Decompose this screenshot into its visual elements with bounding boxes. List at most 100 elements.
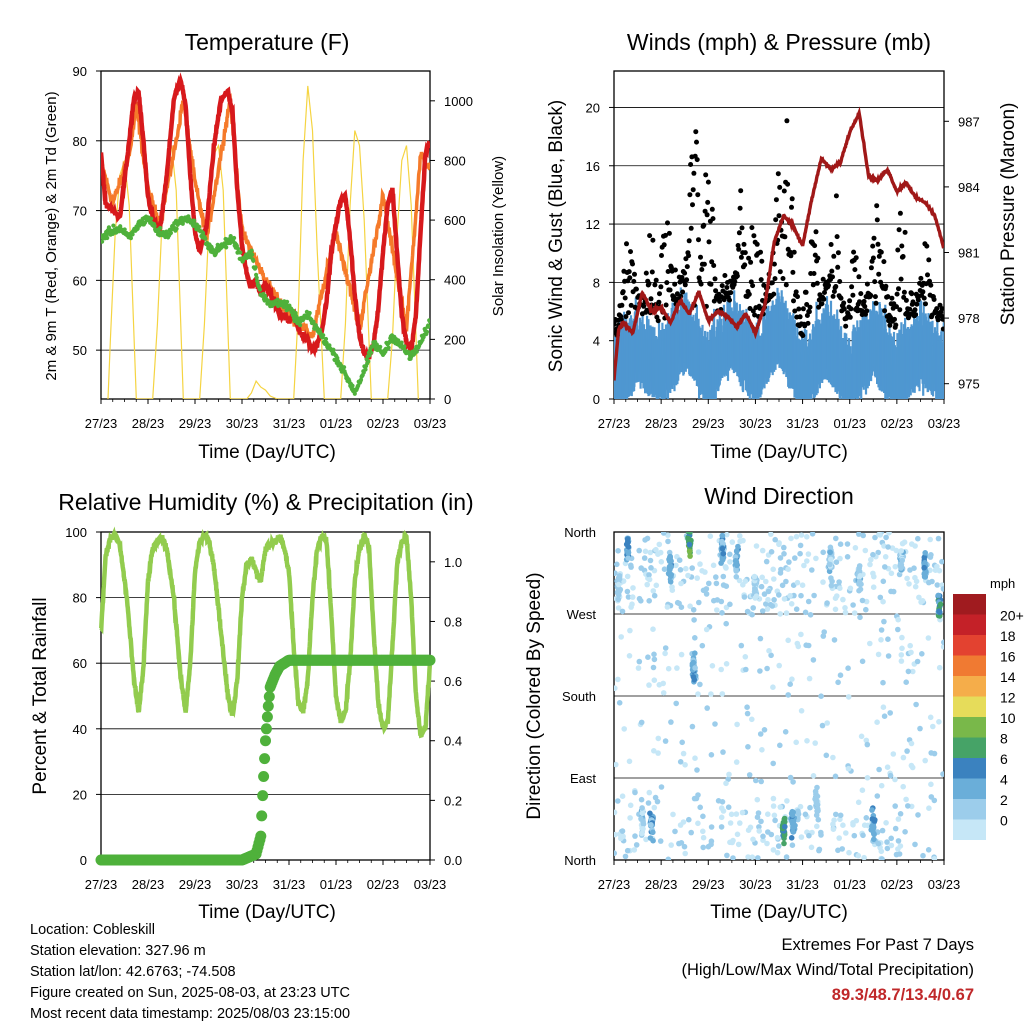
gust-point bbox=[776, 213, 782, 219]
direction-point bbox=[702, 569, 708, 575]
gust-point bbox=[899, 243, 905, 249]
direction-point bbox=[875, 549, 881, 556]
gust-point bbox=[627, 275, 633, 281]
direction-point bbox=[777, 742, 783, 749]
direction-point bbox=[880, 679, 886, 686]
direction-point bbox=[624, 536, 631, 542]
y2-tick-label: 975 bbox=[958, 377, 980, 392]
direction-point bbox=[789, 842, 796, 848]
gust-point bbox=[693, 129, 699, 135]
direction-point bbox=[733, 548, 740, 555]
direction-point bbox=[724, 852, 730, 859]
direction-point bbox=[744, 608, 751, 615]
direction-point bbox=[929, 578, 935, 585]
direction-point bbox=[887, 772, 894, 779]
direction-point bbox=[797, 542, 804, 549]
direction-point bbox=[847, 585, 854, 592]
direction-point bbox=[925, 635, 932, 641]
direction-point bbox=[914, 658, 921, 665]
dewpoint-point bbox=[363, 367, 368, 372]
direction-point bbox=[774, 834, 781, 841]
gust-point bbox=[771, 261, 777, 267]
direction-point bbox=[818, 693, 824, 699]
gust-point bbox=[641, 303, 647, 309]
y-tick-label: 20 bbox=[73, 787, 87, 802]
direction-point bbox=[616, 700, 623, 706]
direction-point bbox=[737, 538, 743, 545]
gust-point bbox=[736, 230, 742, 236]
x-tick-label: 01/23 bbox=[320, 877, 353, 892]
direction-point bbox=[725, 776, 731, 782]
dewpoint-point bbox=[236, 246, 241, 251]
gust-point bbox=[847, 314, 853, 320]
gust-point bbox=[848, 306, 854, 312]
gust-point bbox=[682, 282, 688, 288]
direction-point bbox=[852, 545, 859, 551]
direction-point bbox=[625, 594, 632, 600]
dewpoint-point bbox=[174, 226, 179, 231]
direction-point bbox=[651, 651, 657, 658]
direction-point bbox=[750, 836, 756, 843]
humidity-panel-title: Relative Humidity (%) & Precipitation (i… bbox=[58, 489, 473, 515]
dewpoint-point bbox=[254, 275, 259, 280]
precip-point bbox=[256, 810, 268, 822]
gust-point bbox=[741, 241, 747, 247]
gust-point bbox=[656, 299, 662, 305]
direction-point bbox=[774, 849, 781, 856]
direction-point bbox=[614, 685, 618, 691]
gust-point bbox=[862, 304, 868, 309]
gust-point bbox=[838, 295, 844, 301]
direction-point bbox=[882, 554, 889, 560]
direction-point bbox=[757, 635, 764, 642]
dewpoint-point bbox=[352, 391, 357, 396]
direction-point bbox=[691, 795, 698, 802]
direction-point bbox=[764, 665, 770, 672]
gust-point bbox=[661, 242, 667, 248]
direction-point bbox=[695, 691, 701, 697]
colorbar-swatch bbox=[953, 696, 986, 717]
direction-point bbox=[880, 578, 887, 585]
direction-point bbox=[676, 600, 682, 607]
direction-point bbox=[625, 555, 631, 561]
dewpoint-point bbox=[101, 239, 105, 244]
direction-point bbox=[804, 738, 810, 744]
direction-point bbox=[881, 713, 888, 719]
direction-point bbox=[922, 757, 928, 764]
direction-point bbox=[655, 551, 661, 557]
direction-point bbox=[869, 807, 875, 813]
direction-point bbox=[662, 645, 669, 651]
direction-point bbox=[807, 612, 814, 618]
gust-point bbox=[649, 269, 655, 275]
gust-point bbox=[835, 250, 841, 256]
colorbar-swatch bbox=[953, 635, 986, 656]
precip-point bbox=[258, 771, 270, 782]
gust-point bbox=[648, 296, 654, 302]
gust-point bbox=[775, 171, 781, 177]
gust-point bbox=[630, 261, 635, 267]
direction-point bbox=[703, 626, 710, 633]
solar-insolation-line bbox=[107, 85, 419, 399]
direction-point bbox=[808, 844, 815, 851]
direction-point bbox=[669, 587, 676, 593]
direction-point bbox=[851, 610, 858, 616]
gust-point bbox=[924, 243, 930, 249]
direction-point bbox=[916, 594, 922, 601]
direction-point bbox=[686, 548, 693, 554]
direction-point bbox=[913, 701, 919, 708]
direction-point bbox=[922, 550, 928, 556]
x-tick-label: 30/23 bbox=[739, 877, 772, 892]
gust-point bbox=[691, 170, 697, 176]
direction-point bbox=[842, 605, 848, 611]
direction-point bbox=[714, 607, 720, 613]
gust-point bbox=[939, 306, 944, 312]
direction-point bbox=[898, 652, 905, 658]
direction-point bbox=[884, 764, 891, 770]
direction-point bbox=[819, 722, 826, 729]
gust-point bbox=[853, 255, 859, 261]
direction-point bbox=[643, 836, 649, 843]
gust-point bbox=[819, 301, 825, 307]
y2-tick-label: 200 bbox=[444, 332, 466, 347]
direction-point bbox=[837, 585, 843, 591]
extremes-title: Extremes For Past 7 Days bbox=[781, 936, 974, 954]
x-tick-label: 30/23 bbox=[226, 877, 259, 892]
